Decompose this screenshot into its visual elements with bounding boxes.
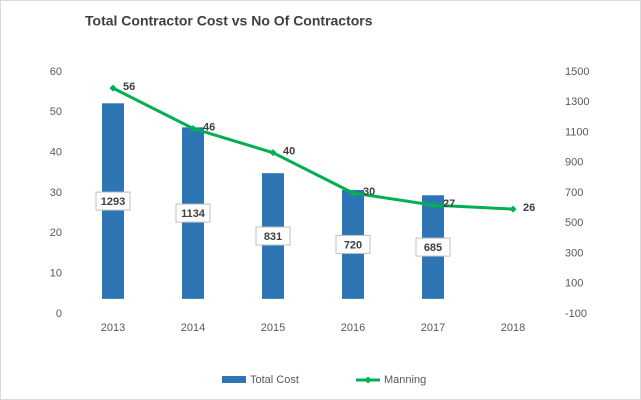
y2-tick-label: -100 — [565, 308, 587, 320]
y-tick-label: 40 — [50, 147, 62, 159]
y-tick-label: 0 — [56, 308, 62, 320]
y-tick-label: 50 — [50, 106, 62, 118]
legend-label: Manning — [384, 374, 426, 386]
y2-tick-label: 300 — [565, 247, 583, 259]
y-tick-label: 10 — [50, 268, 62, 280]
legend-label: Total Cost — [250, 374, 299, 386]
x-tick-label: 2014 — [181, 322, 205, 334]
marker — [269, 149, 277, 157]
marker — [429, 201, 437, 209]
chart-title: Total Contractor Cost vs No Of Contracto… — [85, 13, 373, 29]
y-tick-label: 20 — [50, 227, 62, 239]
x-tick-label: 2013 — [101, 322, 125, 334]
x-tick-label: 2015 — [261, 322, 285, 334]
data-label-box — [175, 203, 211, 223]
y2-tick-label: 1100 — [565, 126, 589, 138]
data-label-box — [95, 191, 131, 211]
y2-tick-label: 500 — [565, 217, 583, 229]
y2-tick-label: 1300 — [565, 96, 589, 108]
y-tick-label: 60 — [50, 66, 62, 78]
data-label: 1293 — [101, 196, 125, 208]
x-tick-label: 2017 — [421, 322, 445, 334]
legend-swatch — [222, 376, 246, 383]
data-label: 30 — [363, 186, 375, 198]
y2-tick-label: 900 — [565, 157, 583, 169]
line — [112, 86, 514, 211]
data-label: 27 — [443, 198, 455, 210]
marker — [509, 205, 517, 213]
data-label: 685 — [424, 242, 442, 254]
x-tick-label: 2018 — [501, 322, 525, 334]
data-label: 56 — [123, 81, 135, 93]
data-label: 1134 — [181, 208, 206, 220]
data-label: 40 — [283, 146, 295, 158]
x-tick-label: 2016 — [341, 322, 365, 334]
data-label-box — [335, 234, 371, 254]
data-label-box — [415, 237, 451, 257]
y2-tick-label: 1500 — [565, 66, 589, 78]
data-label-box — [255, 226, 291, 246]
data-label: 831 — [264, 231, 282, 243]
data-label: 720 — [344, 239, 362, 251]
data-label: 46 — [203, 121, 215, 133]
y2-tick-label: 700 — [565, 187, 583, 199]
y2-tick-label: 100 — [565, 278, 583, 290]
marker — [349, 189, 357, 197]
legend-marker — [364, 376, 372, 384]
marker — [189, 124, 197, 132]
data-label: 26 — [523, 202, 535, 214]
marker — [109, 84, 117, 92]
y-tick-label: 30 — [50, 187, 62, 199]
